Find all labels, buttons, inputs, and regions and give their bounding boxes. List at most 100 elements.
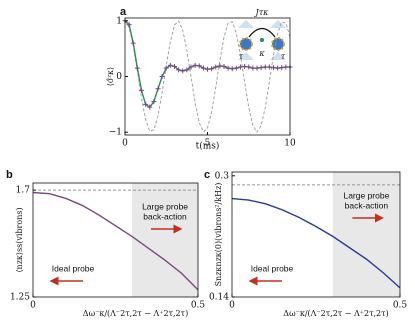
marker-dot <box>128 23 131 26</box>
marker <box>184 67 190 73</box>
x-tick-label: 5 <box>205 139 211 149</box>
marker <box>155 86 161 92</box>
panel-label: a <box>120 6 127 18</box>
annotation: Ideal probe <box>52 263 95 273</box>
marker <box>188 64 194 70</box>
marker-dot <box>276 67 279 70</box>
annotation: Large probe <box>142 201 188 211</box>
marker-dot <box>247 66 250 69</box>
y-tick-label: 1.25 <box>10 293 30 303</box>
marker <box>275 65 281 71</box>
annotation: Large probe <box>343 190 389 200</box>
y-tick-label: 1 <box>116 16 122 26</box>
x-tick-label: 0.5 <box>191 301 206 311</box>
marker <box>159 74 165 79</box>
y-axis-label: ⟨nzκ⟩ss(vibrons) <box>15 207 24 272</box>
marker <box>139 87 144 93</box>
y-tick-label: 1.7 <box>16 186 31 196</box>
x-tick-label: 10 <box>284 139 296 149</box>
marker-dot <box>177 68 180 71</box>
marker-dot <box>260 66 263 69</box>
marker <box>147 104 153 110</box>
marker-dot <box>140 89 143 92</box>
shaded-region <box>332 172 400 297</box>
marker-dot <box>235 67 238 70</box>
marker <box>254 65 260 71</box>
data-line <box>32 191 199 291</box>
marker <box>217 63 223 69</box>
y-tick-label: −1 <box>109 128 122 138</box>
y-tick-label: 0.3 <box>215 171 230 181</box>
inset-label: Jτκ <box>254 8 270 17</box>
annotation: Ideal probe <box>251 263 294 273</box>
plot-frame <box>32 182 199 298</box>
marker <box>242 63 248 69</box>
marker <box>238 64 243 70</box>
marker <box>279 65 285 71</box>
y-axis-label: Snzκnzκ(0)(vibrons²/kHz) <box>214 183 223 287</box>
marker-dot <box>218 64 221 67</box>
inset-label: τ <box>281 52 286 61</box>
marker <box>192 62 198 68</box>
marker <box>180 68 186 74</box>
marker <box>266 64 272 70</box>
inset-label: κ <box>258 49 265 58</box>
marker-dot <box>227 67 230 70</box>
panel-label: c <box>204 169 210 181</box>
data-line <box>231 197 401 289</box>
marker <box>271 65 276 71</box>
marker <box>134 65 140 71</box>
x-tick-label: 0 <box>122 139 128 149</box>
marker-dot <box>169 64 172 67</box>
marker <box>246 64 252 70</box>
marker-dot <box>272 66 275 69</box>
annotation: back-action <box>345 200 389 210</box>
marker <box>258 65 264 71</box>
marker <box>151 99 157 105</box>
marker <box>196 63 202 69</box>
marker-dot <box>256 67 258 70</box>
marker-dot <box>239 66 242 69</box>
marker-dot <box>148 106 151 109</box>
marker-dot <box>152 100 155 103</box>
marker-dot <box>136 67 139 70</box>
x-tick-label: 0 <box>229 301 235 311</box>
marker <box>200 65 206 71</box>
marker-dot <box>231 67 234 70</box>
marker-dot <box>202 67 205 70</box>
inset-diagram <box>238 20 286 60</box>
x-axis-label: t(ms) <box>196 141 220 152</box>
marker-dot <box>243 65 246 68</box>
marker-dot <box>181 69 184 72</box>
marker <box>143 101 149 107</box>
marker <box>221 63 227 69</box>
marker-dot <box>194 64 197 67</box>
marker <box>233 65 239 71</box>
marker <box>213 64 219 70</box>
marker <box>205 66 210 72</box>
marker-dot <box>190 66 192 69</box>
marker-dot <box>144 103 147 106</box>
annotation: back-action <box>143 211 187 221</box>
marker-dot <box>206 68 209 71</box>
data-line <box>124 20 290 109</box>
y-tick-label: 0.14 <box>209 293 229 303</box>
y-axis-label: ⟨σ̂ᶻκ⟩ <box>106 67 115 86</box>
marker-dot <box>223 65 225 68</box>
marker-dot <box>251 67 254 70</box>
marker <box>130 40 136 46</box>
marker <box>126 22 132 28</box>
marker <box>225 65 231 71</box>
marker-dot <box>284 66 287 69</box>
marker-dot <box>210 67 213 70</box>
marker <box>163 65 169 71</box>
marker <box>229 66 235 72</box>
plot-frame <box>231 171 401 298</box>
x-tick-label: 0 <box>30 301 36 311</box>
marker-dot <box>214 66 217 69</box>
x-axis-label: Δω⁻κ/(Λ⁻2τ,2τ − Λ⁺2τ,2τ) <box>283 309 388 318</box>
x-tick-label: 0.5 <box>393 301 408 311</box>
y-tick-label: 0 <box>116 72 122 82</box>
marker <box>172 63 177 69</box>
marker-dot <box>173 65 176 68</box>
